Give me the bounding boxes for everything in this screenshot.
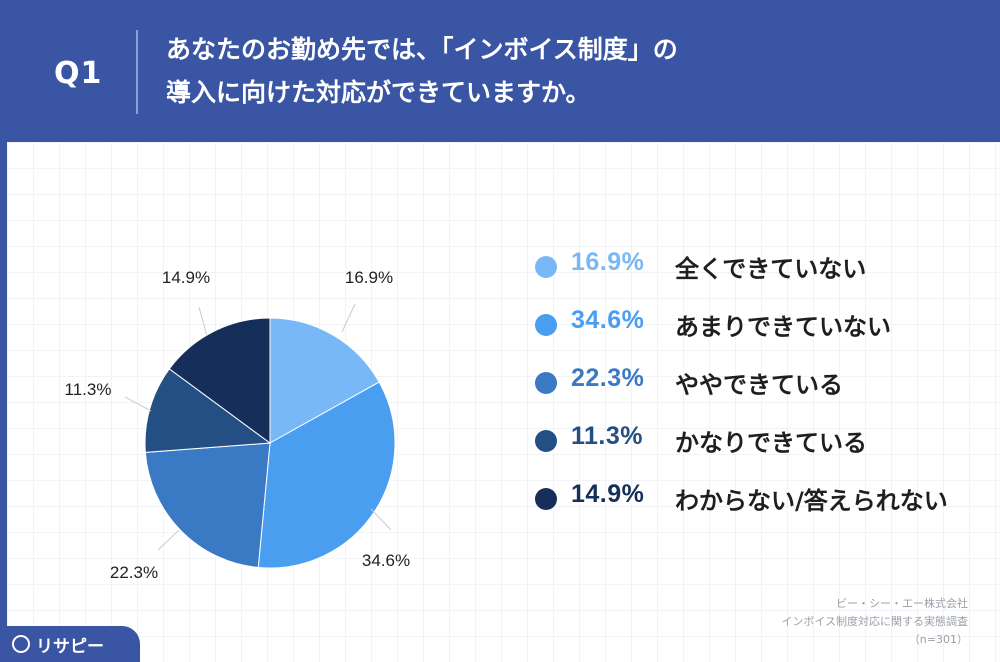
leader-line — [157, 529, 180, 551]
source-sample-size: （n=301） — [908, 633, 968, 646]
legend-label: 全くできていない — [675, 255, 867, 283]
brand-logo: リサピー — [0, 626, 140, 662]
legend-label: あまりできていない — [675, 313, 891, 341]
slice-data-label: 14.9% — [162, 268, 210, 287]
slice-data-label: 22.3% — [110, 563, 158, 582]
legend-percent: 14.9% — [571, 480, 645, 508]
legend-swatch — [535, 430, 557, 452]
header-divider — [136, 30, 138, 114]
legend-percent: 22.3% — [571, 364, 645, 392]
pin-icon — [12, 635, 30, 653]
legend-label: ややできている — [675, 371, 843, 399]
source-company: ビー・シー・エー株式会社 — [836, 597, 968, 610]
legend-label: わからない/答えられない — [675, 487, 948, 515]
brand-name: リサピー — [36, 637, 104, 657]
legend-swatch — [535, 488, 557, 510]
pie-slice — [144, 442, 271, 568]
leader-line — [341, 303, 356, 333]
leader-line — [370, 508, 392, 531]
question-line-1: あなたのお勤め先では、「インボイス制度」の — [166, 35, 678, 64]
legend-percent: 11.3% — [571, 422, 644, 450]
question-text: あなたのお勤め先では、「インボイス制度」の 導入に向けた対応ができていますか。 — [166, 28, 956, 114]
legend-percent: 16.9% — [571, 248, 645, 276]
leader-line — [124, 396, 152, 412]
slice-data-label: 16.9% — [345, 268, 393, 287]
source-note: ビー・シー・エー株式会社 インボイス制度対応に関する実態調査 （n=301） — [781, 595, 968, 649]
question-line-2: 導入に向けた対応ができていますか。 — [166, 78, 591, 107]
legend-swatch — [535, 372, 557, 394]
legend-label: かなりできている — [675, 429, 867, 457]
pie-slice — [269, 317, 380, 444]
slice-data-label: 11.3% — [65, 380, 112, 399]
legend-percent: 34.6% — [571, 306, 645, 334]
legend-swatch — [535, 314, 557, 336]
pie-slice — [144, 368, 272, 453]
question-number: Q1 — [54, 56, 103, 91]
pie-slice — [257, 381, 396, 569]
header-bar: Q1 あなたのお勤め先では、「インボイス制度」の 導入に向けた対応ができています… — [0, 0, 1000, 142]
pie-slice — [168, 317, 271, 444]
legend-swatch — [535, 256, 557, 278]
leader-line — [198, 306, 208, 337]
slice-data-label: 34.6% — [362, 551, 410, 570]
source-survey: インボイス制度対応に関する実態調査 — [781, 615, 968, 628]
